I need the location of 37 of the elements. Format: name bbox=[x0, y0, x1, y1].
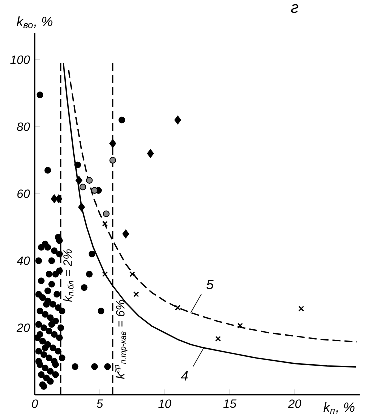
x-axis-title: k$_{п}$, % bbox=[324, 402, 355, 414]
y-tick-label: 60 bbox=[18, 190, 30, 198]
x-tick-label: 15 bbox=[224, 400, 237, 408]
point bbox=[78, 202, 86, 212]
point bbox=[110, 139, 116, 148]
point bbox=[174, 116, 182, 125]
y-tick-label: 20 bbox=[16, 324, 30, 332]
x-tick-label: 10 bbox=[158, 400, 172, 408]
y-tick-label: 80 bbox=[17, 122, 30, 132]
point bbox=[110, 157, 116, 164]
point bbox=[76, 176, 83, 185]
point bbox=[130, 272, 136, 278]
x-tick-label: 5 bbox=[96, 400, 104, 408]
point bbox=[51, 194, 58, 204]
point bbox=[134, 292, 140, 298]
point bbox=[175, 305, 181, 311]
point bbox=[102, 221, 108, 227]
point bbox=[103, 210, 110, 218]
x-tick-label: 20 bbox=[288, 400, 302, 408]
point bbox=[238, 323, 244, 329]
point bbox=[102, 272, 108, 278]
point bbox=[215, 336, 222, 342]
x-tick-label: 0 bbox=[32, 400, 38, 408]
ref-line-label: k$^{гр}$$_{п.тр-кав}$ = 6% bbox=[115, 300, 128, 380]
point bbox=[80, 184, 86, 191]
legend-label: 4 bbox=[181, 372, 188, 381]
point bbox=[86, 177, 93, 184]
y-tick-label: 40 bbox=[17, 256, 30, 266]
y-axis-title: k$_{во}$, % bbox=[17, 16, 53, 28]
point bbox=[91, 187, 98, 194]
chart-title: г bbox=[291, 4, 299, 14]
point bbox=[147, 149, 154, 158]
point bbox=[298, 306, 304, 312]
ref-line-label: k$_{п.бл}$ = 2% bbox=[63, 250, 74, 302]
point bbox=[122, 230, 130, 239]
text: 5 bbox=[206, 280, 214, 290]
y-tick-label: 100 bbox=[10, 56, 30, 64]
